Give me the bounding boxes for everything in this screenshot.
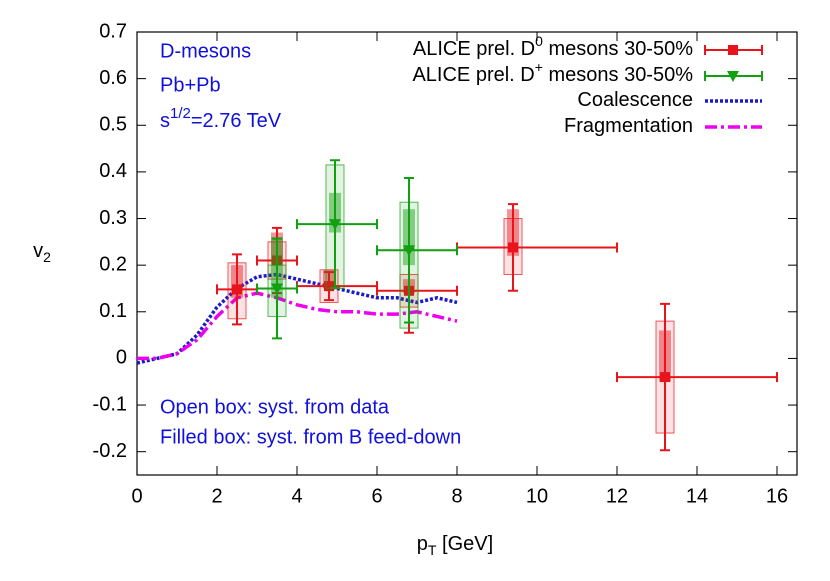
legend-marker [728,45,738,55]
marker [271,283,283,295]
legend-label: Coalescence [577,89,693,111]
legend-text: + [535,59,543,75]
marker [403,245,415,257]
y-tick-label: 0.5 [99,114,127,136]
x-tick-label: 0 [131,485,142,507]
x-tick-label: 10 [526,485,548,507]
plot-frame [136,31,798,476]
legend-text: ALICE prel. D [412,64,534,86]
marker [232,284,242,295]
legend-text: Fragmentation [564,115,693,137]
x-range-bar [616,372,778,383]
x-tick-label: 12 [606,485,628,507]
y-tick-label: 0.7 [99,20,127,42]
annotation: Open box: syst. from data [160,396,390,418]
marker [508,242,518,253]
legend-label: Fragmentation [564,115,693,137]
y-tick-label: 0 [116,347,127,369]
y-tick-label: 0.3 [99,207,127,229]
legend-label: ALICE prel. D+ mesons 30-50% [412,59,693,87]
y-tick-label: -0.2 [93,440,127,462]
x-tick-label: 2 [211,485,222,507]
annotation: Filled box: syst. from B feed-down [160,426,461,448]
curve [136,272,458,365]
legend-marker [727,71,739,82]
x-range-bar [456,242,618,253]
x-range-bar [376,285,458,296]
annotation: D-mesons [160,40,251,62]
x-range-bar [376,245,458,256]
y-tick-label: 0.1 [99,300,127,322]
x-axis-label: pT [GeV] [417,533,493,557]
x-tick-label: 16 [766,485,788,507]
y-tick-label: 0.6 [99,67,127,89]
legend-text: mesons 30-50% [543,64,693,86]
legend-text: Coalescence [577,89,693,111]
y-tick-label: 0.4 [99,160,127,182]
x-tick-label: 14 [686,485,708,507]
x-tick-label: 6 [371,485,382,507]
annotation: s1/2=2.76 TeV [160,105,282,132]
annotation: Pb+Pb [160,74,221,96]
x-tick-label: 4 [291,485,302,507]
marker [329,219,341,231]
legend-text: ALICE prel. D [413,38,535,60]
legend-text: 0 [535,33,543,49]
marker [324,281,334,292]
legend-label: ALICE prel. D0 mesons 30-50% [413,33,693,61]
legend-text: mesons 30-50% [543,38,693,60]
y-axis-label: v2 [33,240,51,264]
marker [660,372,670,383]
y-tick-label: 0.2 [99,253,127,275]
curve [137,291,458,361]
y-tick-label: -0.1 [93,393,127,415]
x-tick-label: 8 [451,485,462,507]
